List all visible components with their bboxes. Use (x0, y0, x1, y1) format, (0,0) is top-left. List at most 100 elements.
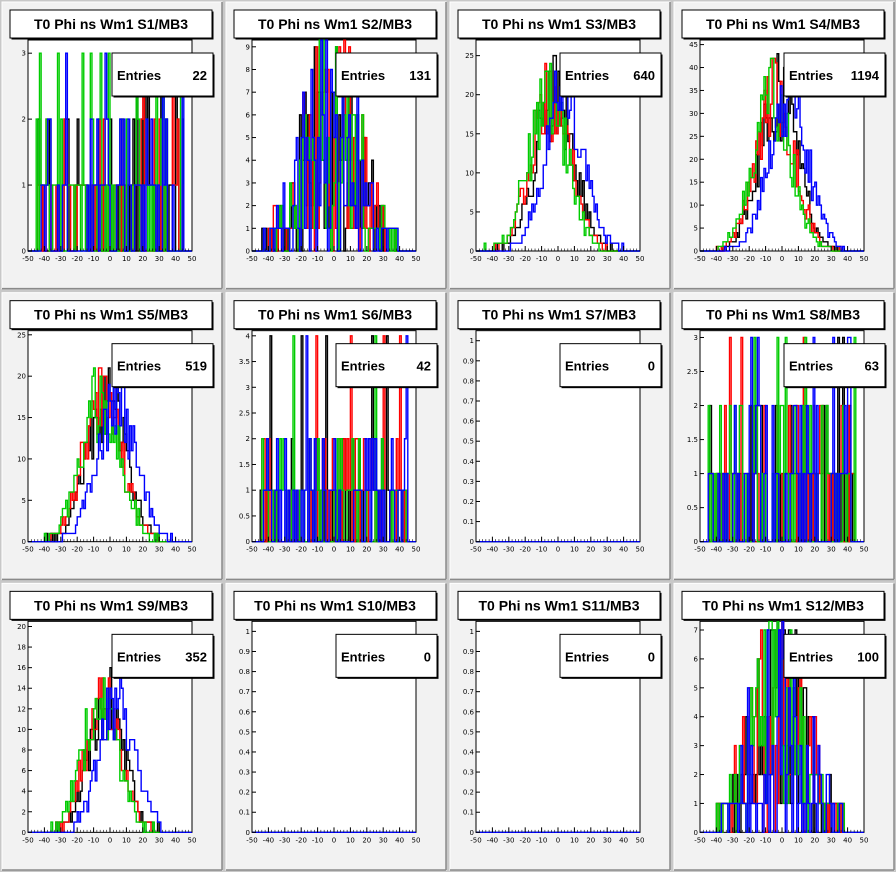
x-tick-label: 40 (619, 836, 628, 844)
stats-box (335, 343, 438, 388)
y-tick-label: 0.9 (463, 357, 474, 365)
x-tick-label: 30 (827, 255, 836, 263)
y-tick-label: 7 (246, 89, 250, 97)
x-tick-label: -30 (727, 836, 738, 844)
y-tick-label: 2 (22, 116, 26, 124)
stats-box (111, 52, 214, 97)
histogram-pad: 0 0.1 0.2 0.3 0.4 0.5 0.6 0.7 0.8 0.9 1 -50 -40 -30 -2… (449, 582, 671, 871)
x-tick-label: -40 (39, 255, 50, 263)
x-tick-label: -40 (487, 255, 498, 263)
y-tick-label: 45 (689, 41, 698, 49)
x-tick-label: 30 (379, 546, 388, 554)
y-tick-label: 15 (17, 414, 26, 422)
y-tick-label: 9 (246, 43, 250, 51)
x-tick-label: 50 (860, 255, 869, 263)
x-tick-label: 0 (556, 546, 560, 554)
x-tick-label: -40 (487, 546, 498, 554)
y-tick-label: 5 (694, 684, 698, 692)
x-tick-label: 40 (395, 546, 404, 554)
entries-label: Entries (565, 68, 609, 83)
x-tick-label: 40 (843, 836, 852, 844)
entries-label: Entries (789, 68, 833, 83)
chart-title: T0 Phi ns Wm1 S3/MB3 (482, 16, 636, 32)
histogram-pad: 0 1 2 3 4 5 6 7 -50 -40 -30 -20 -10 0 10 20 30 40 50 Entrie… (673, 582, 895, 871)
x-tick-label: 20 (810, 546, 819, 554)
y-tick-label: 0.5 (687, 504, 698, 512)
entries-value: 100 (857, 649, 879, 664)
y-tick-label: 0 (22, 248, 26, 256)
x-tick-label: -20 (519, 255, 530, 263)
y-tick-label: 0.3 (463, 478, 474, 486)
entries-label: Entries (117, 68, 161, 83)
y-tick-label: 0.2 (463, 498, 474, 506)
x-tick-label: 0 (108, 255, 112, 263)
x-tick-label: 20 (362, 836, 371, 844)
x-tick-label: 40 (171, 546, 180, 554)
y-tick-label: 0.7 (463, 688, 474, 696)
x-tick-label: -30 (503, 546, 514, 554)
y-tick-label: 10 (689, 202, 698, 210)
stats-box (783, 633, 886, 678)
y-tick-label: 0.1 (239, 809, 250, 817)
x-tick-label: 0 (332, 255, 336, 263)
x-tick-label: 30 (379, 255, 388, 263)
x-tick-label: -30 (279, 836, 290, 844)
x-tick-label: 10 (570, 546, 579, 554)
x-tick-label: 40 (171, 836, 180, 844)
x-tick-label: 10 (346, 546, 355, 554)
x-tick-label: 20 (586, 546, 595, 554)
chart-title: T0 Phi ns Wm1 S9/MB3 (34, 597, 188, 613)
y-tick-label: 0.6 (463, 708, 475, 716)
x-tick-label: -10 (312, 546, 323, 554)
title-box (233, 590, 437, 620)
y-tick-label: 0.9 (463, 648, 474, 656)
y-tick-label: 0.5 (239, 728, 250, 736)
x-tick-label: 0 (780, 255, 784, 263)
chart-title: T0 Phi ns Wm1 S12/MB3 (702, 597, 864, 613)
y-tick-label: 2 (694, 402, 698, 410)
x-tick-label: -10 (312, 255, 323, 263)
y-tick-label: 0.9 (239, 648, 250, 656)
x-tick-label: 40 (395, 255, 404, 263)
x-tick-label: -10 (536, 255, 547, 263)
x-tick-label: -20 (71, 255, 82, 263)
y-tick-label: 18 (17, 644, 26, 652)
histogram-series (700, 80, 864, 252)
y-tick-label: 6 (22, 767, 27, 775)
entries-label: Entries (565, 649, 609, 664)
y-tick-label: 4 (694, 713, 699, 721)
y-tick-label: 0.1 (463, 518, 474, 526)
histogram-series (700, 336, 864, 543)
x-tick-label: -20 (295, 546, 306, 554)
entries-value: 640 (633, 68, 655, 83)
histogram-pad: 0 5 10 15 20 25 -50 -40 -30 -20 -10 0 10 20 30 40 50 Entr… (449, 1, 671, 290)
x-tick-label: -40 (39, 546, 50, 554)
entries-value: 63 (865, 359, 879, 374)
y-tick-label: 15 (689, 179, 698, 187)
y-tick-label: 25 (17, 331, 26, 339)
x-tick-label: -50 (246, 255, 257, 263)
y-tick-label: 40 (689, 64, 698, 72)
x-tick-label: -10 (536, 546, 547, 554)
y-tick-label: 10 (465, 169, 474, 177)
y-tick-label: 0 (694, 538, 698, 546)
y-tick-label: 0.6 (463, 418, 475, 426)
histogram-series (476, 62, 640, 252)
x-tick-label: -40 (711, 546, 722, 554)
y-tick-label: 3.5 (239, 358, 250, 366)
stats-box (783, 343, 886, 388)
y-tick-label: 0.3 (463, 769, 474, 777)
title-box (681, 9, 885, 39)
histogram-pad: 0 5 10 15 20 25 -50 -40 -30 -20 -10 0 10 20 30 40 50 Entr… (1, 292, 223, 581)
x-tick-label: 30 (155, 836, 164, 844)
y-tick-label: 2 (246, 202, 250, 210)
entries-value: 0 (648, 649, 655, 664)
x-tick-label: -40 (263, 836, 274, 844)
y-tick-label: 5 (246, 134, 250, 142)
y-tick-label: 10 (17, 726, 26, 734)
y-tick-label: 12 (17, 705, 26, 713)
stats-box (111, 343, 214, 388)
y-tick-label: 1.5 (687, 436, 698, 444)
x-tick-label: 40 (171, 255, 180, 263)
title-box (9, 9, 213, 39)
